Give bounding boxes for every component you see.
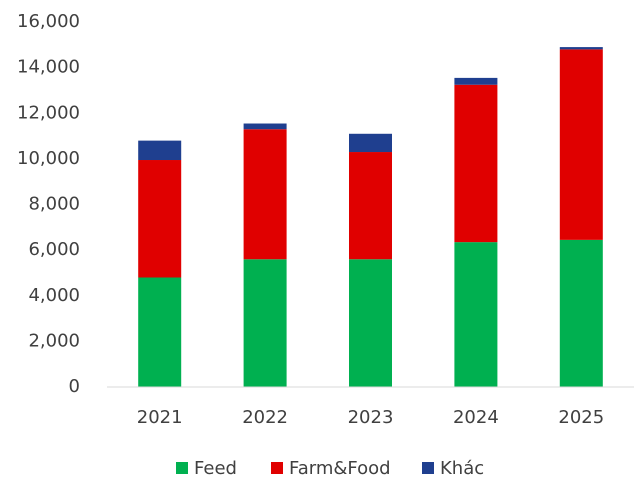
y-tick-label: 14,000 bbox=[17, 57, 80, 78]
legend-swatch bbox=[176, 462, 188, 474]
bar-segment bbox=[349, 152, 392, 260]
y-tick-label: 8,000 bbox=[28, 194, 80, 215]
bar-segment bbox=[559, 239, 603, 387]
bar-segment bbox=[559, 47, 603, 50]
bar-segment bbox=[138, 277, 182, 387]
bar-segment bbox=[454, 242, 498, 387]
x-tick-label: 2025 bbox=[558, 407, 604, 428]
y-tick-label: 6,000 bbox=[28, 239, 80, 260]
y-tick-label: 4,000 bbox=[28, 285, 80, 306]
bar-segment bbox=[454, 84, 498, 243]
legend-swatch bbox=[422, 462, 434, 474]
legend-label: Khác bbox=[440, 458, 484, 479]
y-tick-label: 2,000 bbox=[28, 330, 80, 351]
bar-segment bbox=[138, 160, 182, 278]
y-tick-label: 12,000 bbox=[17, 102, 80, 123]
bar-segment bbox=[349, 133, 392, 153]
legend-label: Farm&Food bbox=[289, 458, 391, 479]
bar-segment bbox=[243, 129, 287, 260]
y-tick-label: 10,000 bbox=[17, 148, 80, 169]
bar-segment bbox=[349, 259, 392, 387]
bar-segment bbox=[559, 49, 603, 240]
legend-swatch bbox=[271, 462, 283, 474]
legend-label: Feed bbox=[194, 458, 237, 479]
y-tick-label: 0 bbox=[69, 376, 80, 397]
x-tick-label: 2024 bbox=[453, 407, 499, 428]
bar-segment bbox=[454, 77, 498, 85]
x-tick-label: 2023 bbox=[348, 407, 394, 428]
bar-segment bbox=[243, 259, 287, 387]
x-tick-label: 2022 bbox=[242, 407, 288, 428]
y-tick-label: 16,000 bbox=[17, 11, 80, 32]
bar-segment bbox=[138, 140, 182, 161]
bar-segment bbox=[243, 123, 287, 130]
x-tick-label: 2021 bbox=[137, 407, 183, 428]
